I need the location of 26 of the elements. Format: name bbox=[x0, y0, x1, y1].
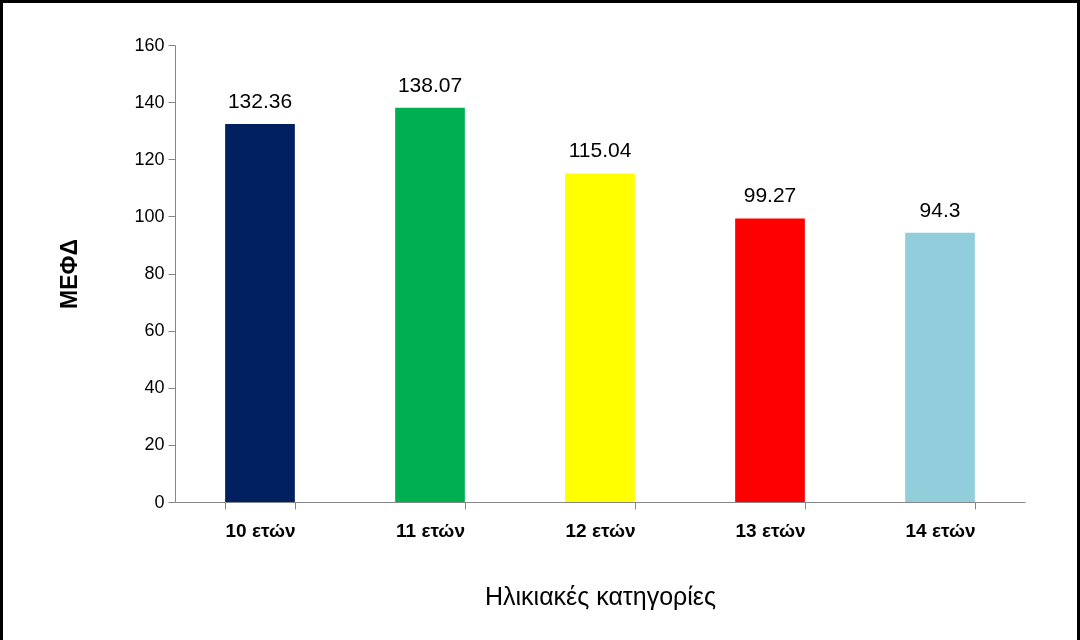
x-tick-label: 12 ετών bbox=[565, 519, 636, 541]
data-label: 132.36 bbox=[227, 88, 293, 112]
y-tick-label: 160 bbox=[134, 34, 165, 55]
x-tick-label: 13 ετών bbox=[735, 519, 806, 541]
y-tick-label: 0 bbox=[154, 491, 165, 512]
y-axis-title: ΜΕΦΔ bbox=[56, 239, 83, 309]
bar bbox=[395, 107, 465, 502]
y-tick-label: 20 bbox=[144, 434, 165, 455]
data-label: 138.07 bbox=[397, 72, 463, 96]
y-tick-label: 100 bbox=[134, 205, 165, 226]
y-tick-label: 120 bbox=[134, 148, 165, 169]
data-label: 94.3 bbox=[919, 197, 961, 221]
bar bbox=[905, 232, 975, 502]
x-tick-label: 11 ετών bbox=[396, 519, 465, 541]
y-tick-label: 80 bbox=[144, 263, 165, 283]
data-label: 99.27 bbox=[743, 183, 797, 207]
x-axis-title: Ηλικιακές κατηγορίες bbox=[484, 581, 717, 610]
data-label: 115.04 bbox=[568, 138, 632, 162]
y-tick-label: 40 bbox=[144, 377, 165, 398]
y-tick-label: 140 bbox=[134, 91, 165, 112]
x-tick-label: 14 ετών bbox=[905, 519, 976, 541]
bar bbox=[225, 123, 295, 502]
y-tick-label: 60 bbox=[144, 320, 165, 341]
bar bbox=[565, 173, 635, 502]
bar bbox=[735, 218, 805, 502]
x-tick-label: 10 ετών bbox=[225, 519, 296, 541]
